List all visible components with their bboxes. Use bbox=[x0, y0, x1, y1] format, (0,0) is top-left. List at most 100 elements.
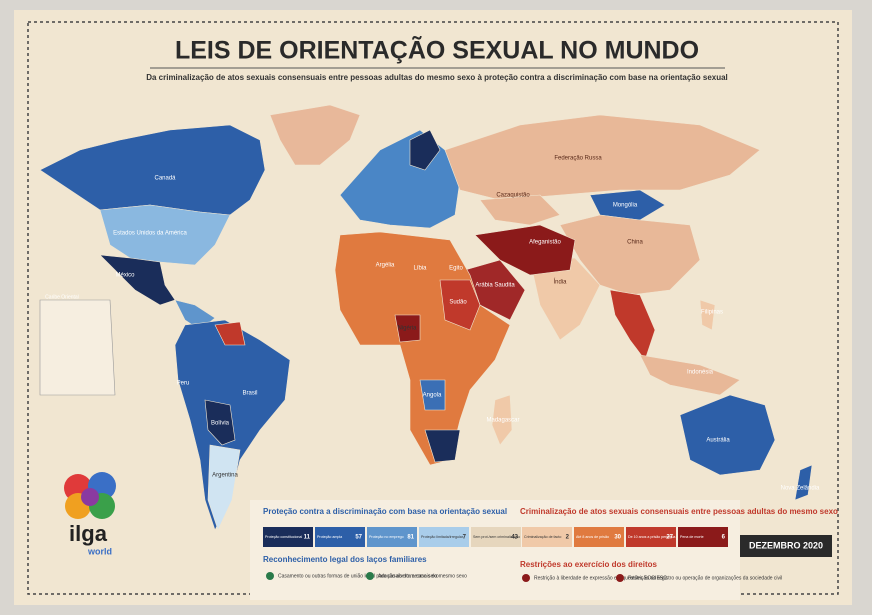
legend-count: 43 bbox=[511, 535, 518, 541]
country-label: Argentina bbox=[212, 473, 238, 479]
country-label: Índia bbox=[553, 279, 567, 286]
country-label: Nigéria bbox=[397, 326, 417, 332]
mongolia bbox=[589, 189, 666, 221]
country-label: Sudão bbox=[449, 300, 467, 306]
country-label: Filipinas bbox=[701, 310, 723, 316]
legend-swatch bbox=[263, 527, 313, 547]
australia bbox=[679, 394, 776, 476]
legend-label: Sem prot./sem criminalização bbox=[473, 535, 520, 539]
legend-count: 7 bbox=[463, 535, 467, 541]
date-box bbox=[740, 535, 832, 557]
legend-swatch bbox=[574, 527, 624, 547]
argentina bbox=[207, 444, 241, 531]
country-label: México bbox=[115, 273, 135, 279]
new-zealand bbox=[794, 464, 813, 501]
caribbean-inset bbox=[39, 299, 116, 396]
restriction-icon bbox=[522, 574, 530, 582]
country-label: Egito bbox=[449, 266, 463, 272]
family-item: Adoção aberta a casais do mesmo sexo bbox=[378, 573, 467, 579]
poster-border bbox=[27, 21, 839, 595]
family-title: Reconhecimento legal dos laços familiare… bbox=[263, 555, 427, 564]
nigeria bbox=[394, 314, 421, 343]
world-map bbox=[39, 104, 813, 531]
country-label: Bolívia bbox=[211, 421, 230, 427]
country-label: Caribe Oriental bbox=[45, 294, 79, 300]
india bbox=[529, 257, 601, 341]
legend-label: Proteção no emprego bbox=[369, 535, 404, 539]
legend-swatch bbox=[471, 527, 521, 547]
russia bbox=[444, 114, 761, 201]
country-label: Canadá bbox=[154, 176, 176, 182]
philippines bbox=[699, 299, 716, 331]
restrictions-title: Restrições ao exercício dos direitos bbox=[520, 560, 657, 569]
sudan bbox=[439, 279, 481, 331]
legend-count: 11 bbox=[304, 535, 311, 541]
map-labels: Canadá Estados Unidos da América México Bra… bbox=[45, 156, 820, 492]
legend-label: Proteção ampla bbox=[317, 535, 342, 539]
legend: Proteção contra a discriminação com base… bbox=[250, 500, 838, 600]
country-label: Federação Russa bbox=[554, 156, 602, 162]
legend-count: 57 bbox=[355, 535, 362, 541]
subtitle: Da criminalização de atos sexuais consen… bbox=[146, 73, 728, 82]
country-label: Peru bbox=[177, 381, 190, 387]
country-label: Angola bbox=[423, 393, 442, 399]
restriction-icon bbox=[616, 574, 624, 582]
country-label: Austrália bbox=[706, 438, 730, 444]
kazakhstan bbox=[479, 194, 561, 226]
legend-label: Proteção limitada/irregular bbox=[421, 535, 464, 539]
legend-label: Até 8 anos de prisão bbox=[576, 535, 609, 539]
south-africa bbox=[424, 429, 461, 463]
country-label: Argélia bbox=[376, 263, 395, 269]
country-label: Líbia bbox=[413, 266, 427, 272]
indonesia bbox=[639, 354, 741, 396]
country-label: China bbox=[627, 240, 643, 246]
title: LEIS DE ORIENTAÇÃO SEXUAL NO MUNDO bbox=[175, 35, 699, 65]
country-label: Mongólia bbox=[613, 203, 638, 209]
country-label: Nova Zelândia bbox=[781, 486, 820, 492]
restriction-item: Restrição à liberdade de expressão em qu… bbox=[534, 575, 667, 581]
madagascar bbox=[491, 394, 513, 446]
family-item: Casamento ou outras formas de união lega… bbox=[278, 573, 439, 579]
legend-count: 2 bbox=[566, 535, 570, 541]
legend-swatch bbox=[678, 527, 728, 547]
guyana bbox=[214, 321, 246, 346]
legend-count: 27 bbox=[666, 535, 673, 541]
family-icon bbox=[366, 572, 374, 580]
scandinavia bbox=[409, 129, 441, 171]
family-icon bbox=[266, 572, 274, 580]
country-label: Madagascar bbox=[486, 418, 519, 424]
legend-swatch bbox=[315, 527, 365, 547]
logo-name: ilga bbox=[69, 521, 108, 546]
angola bbox=[419, 379, 446, 411]
logo: ilga world bbox=[64, 472, 116, 556]
usa bbox=[99, 204, 231, 266]
legend-swatch bbox=[522, 527, 572, 547]
logo-petal bbox=[81, 488, 99, 506]
country-label: Arábia Saudita bbox=[475, 283, 515, 289]
legend-count: 81 bbox=[407, 535, 414, 541]
country-label: Cazaquistão bbox=[496, 193, 530, 199]
country-label: Brasil bbox=[242, 391, 257, 397]
country-label: Indonésia bbox=[687, 370, 714, 376]
country-label: Estados Unidos da América bbox=[113, 231, 187, 237]
restriction-item: Restrição ao registro ou operação de org… bbox=[628, 575, 782, 581]
legend-label: Criminalização de facto bbox=[524, 535, 561, 539]
date: DEZEMBRO 2020 bbox=[749, 540, 823, 550]
bolivia bbox=[204, 399, 236, 446]
legend-label: Pena de morte bbox=[680, 535, 704, 539]
criminalization-title: Criminalização de atos sexuais consensua… bbox=[520, 507, 838, 516]
protection-title: Proteção contra a discriminação com base… bbox=[263, 507, 507, 516]
legend-swatch bbox=[419, 527, 469, 547]
legend-label: Proteção constitucional bbox=[265, 535, 302, 539]
legend-label: De 10 anos a prisão perpétua bbox=[628, 535, 675, 539]
china bbox=[559, 214, 701, 296]
logo-sub: world bbox=[87, 546, 112, 556]
country-label: Afeganistão bbox=[529, 240, 561, 246]
legend-swatch bbox=[626, 527, 676, 547]
legend-count: 30 bbox=[614, 535, 621, 541]
legend-panel bbox=[250, 500, 740, 600]
legend-swatch bbox=[367, 527, 417, 547]
legend-items: Proteção constitucional 11 Proteção ampla 5… bbox=[263, 527, 728, 547]
legend-count: 6 bbox=[722, 535, 726, 541]
